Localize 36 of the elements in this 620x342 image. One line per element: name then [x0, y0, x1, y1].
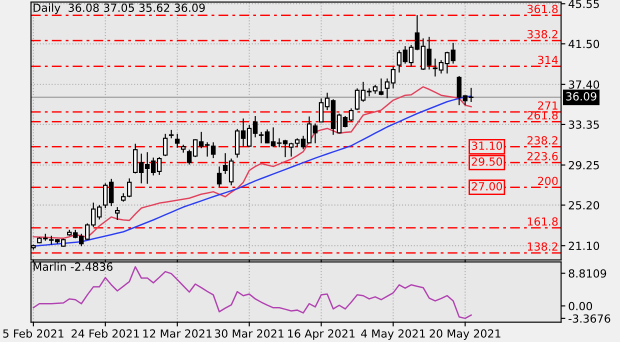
annotation: 314 [538, 56, 558, 64]
annotation: 223.6 [527, 152, 558, 160]
y-tick-label: 8.8109 [568, 269, 606, 278]
x-tick-label: 4 May 2021 [361, 329, 425, 340]
annotation: 161.8 [528, 217, 558, 226]
annotation: 27.00 [472, 182, 502, 191]
candlestick [162, 133, 168, 157]
y-tick-label: 45.55 [568, 0, 599, 8]
annotation: 361.8 [527, 4, 558, 14]
x-tick-label: 30 Mar 2021 [214, 329, 284, 338]
annotation: 238.2 [527, 136, 558, 145]
x-tick-label: 20 May 2021 [430, 329, 500, 340]
y-tick-label: 37.40 [568, 80, 600, 89]
candlestick [174, 133, 180, 148]
candlestick [114, 206, 120, 220]
annotation: 271 [538, 101, 558, 110]
annotation: 31.10 [472, 142, 502, 150]
y-tick-label: 29.25 [568, 161, 599, 170]
chart-title: Daily 36.08 37.05 35.62 36.09 [34, 3, 205, 14]
y-tick-label: 21.10 [568, 242, 600, 250]
x-tick-label: 16 Apr 2021 [288, 329, 355, 340]
y-tick-label: 41.50 [568, 40, 600, 48]
chart-title: Marlin -2.4836 [34, 262, 112, 271]
annotation: 200 [538, 176, 558, 186]
y-tick-label: 0.00 [568, 302, 592, 310]
x-tick-label: 12 Mar 2021 [143, 329, 212, 338]
ref-line-label: 36.09 [566, 92, 596, 101]
y-tick-label: -3.3676 [568, 314, 610, 323]
x-tick-label: 5 Feb 2021 [3, 329, 64, 338]
y-tick-label: 25.20 [568, 201, 600, 210]
candlestick [216, 166, 222, 188]
annotation: 138.2 [528, 242, 558, 251]
y-tick-label: 33.35 [568, 120, 599, 129]
annotation: 29.50 [472, 157, 502, 166]
annotation: 338.2 [527, 30, 558, 38]
x-tick-label: 24 Feb 2021 [72, 329, 139, 338]
